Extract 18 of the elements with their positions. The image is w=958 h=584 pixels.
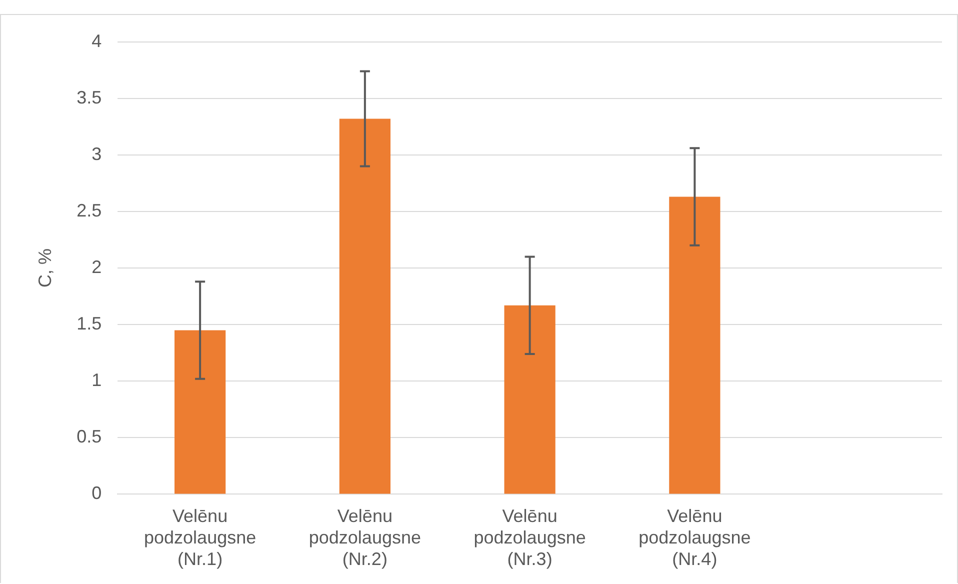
bar [174, 330, 226, 494]
bar [339, 118, 390, 494]
y-tick-label: 2 [92, 256, 102, 277]
x-tick-label: Velēnu podzolaugsne (Nr.2) [308, 506, 421, 570]
y-tick-label: 1.5 [76, 314, 102, 334]
y-tick-label: 0.5 [76, 426, 102, 447]
y-axis-title: C, % [34, 248, 55, 288]
y-tick-label: 2.5 [76, 200, 102, 220]
bar [669, 196, 720, 494]
y-tick-label: 3.5 [76, 87, 102, 108]
bar [504, 305, 556, 494]
y-tick-label: 1 [92, 370, 102, 390]
x-tick-label: Velēnu podzolaugsne (Nr.4) [638, 506, 751, 570]
x-tick-label: Velēnu podzolaugsne (Nr.3) [474, 506, 586, 570]
y-tick-label: 0 [92, 483, 102, 504]
y-tick-label: 4 [92, 30, 102, 51]
x-tick-label: Velēnu podzolaugsne (Nr.1) [144, 506, 256, 570]
y-tick-label: 3 [92, 144, 102, 164]
